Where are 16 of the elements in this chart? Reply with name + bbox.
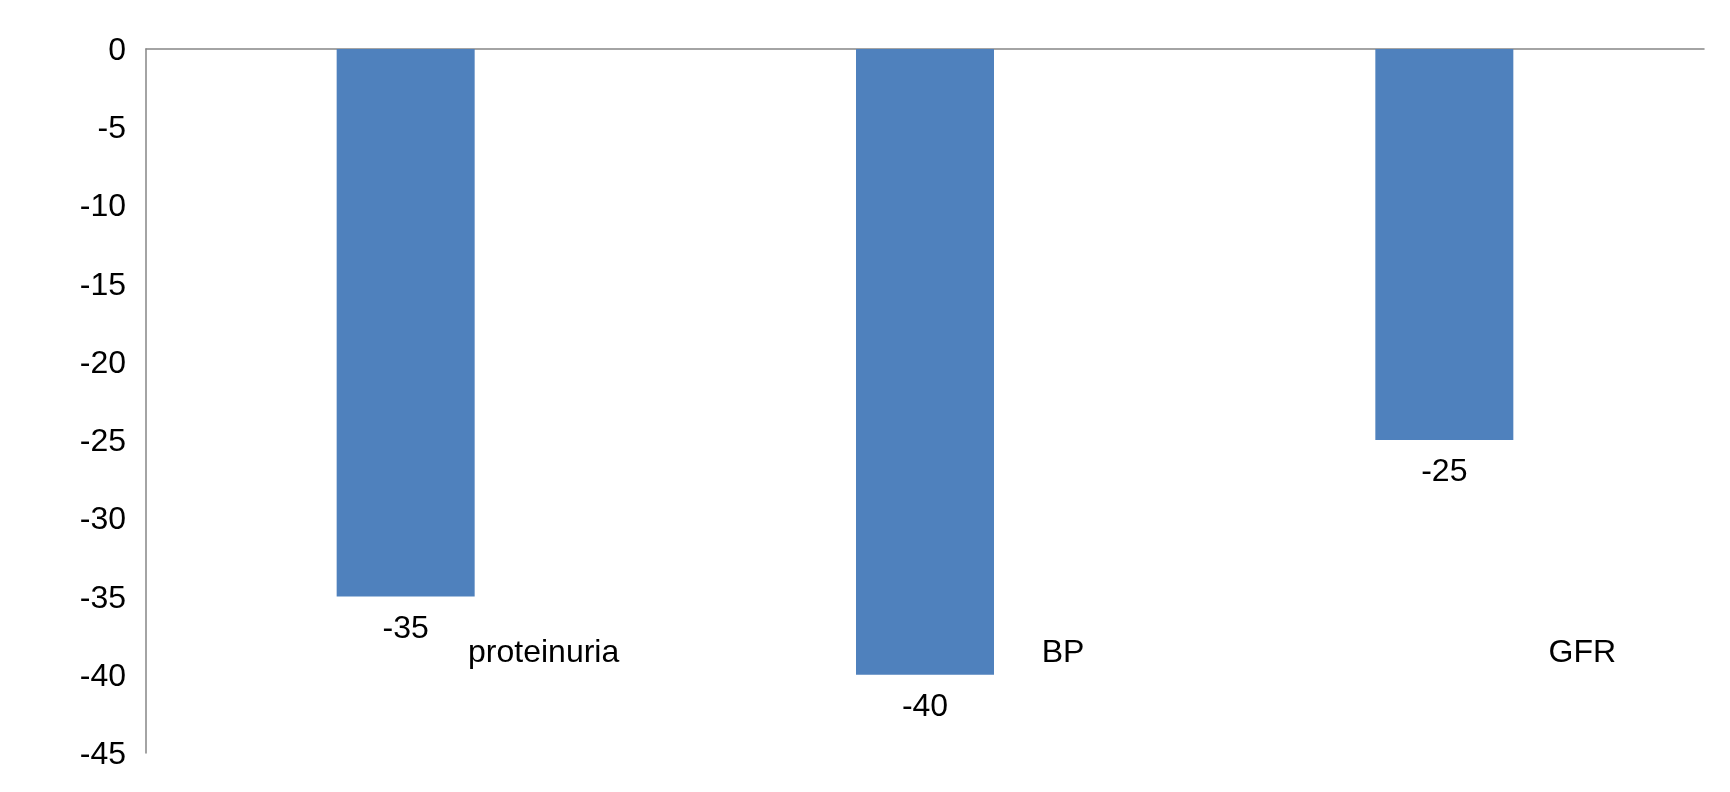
x-tick-label: GFR bbox=[1548, 633, 1617, 669]
y-tick-label: -10 bbox=[79, 187, 126, 224]
y-tick-label: -5 bbox=[97, 109, 126, 146]
y-tick-label: -30 bbox=[79, 500, 126, 537]
x-tick-label: BP bbox=[1041, 633, 1085, 669]
y-tick-label: -20 bbox=[79, 343, 126, 380]
y-tick-label: -40 bbox=[79, 656, 126, 693]
data-label: -40 bbox=[901, 686, 949, 723]
data-label: -35 bbox=[382, 608, 429, 645]
y-tick-label: 0 bbox=[108, 31, 126, 67]
data-label: -25 bbox=[1421, 452, 1468, 489]
y-tick-label: -25 bbox=[79, 422, 126, 459]
y-tick-label: -45 bbox=[79, 735, 126, 771]
y-tick-label: -35 bbox=[79, 578, 126, 615]
x-tick-label: proteinuria bbox=[468, 633, 620, 669]
y-tick-label: -15 bbox=[79, 265, 126, 302]
